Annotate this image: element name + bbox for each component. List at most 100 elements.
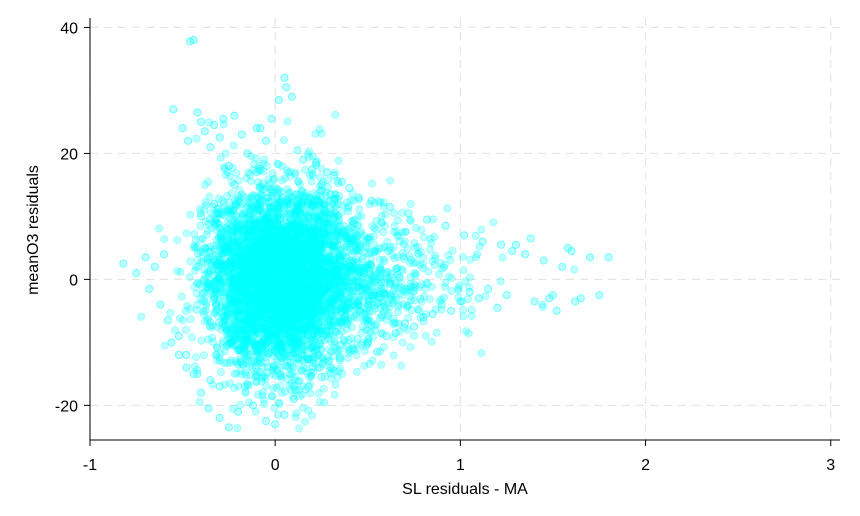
data-point	[302, 292, 311, 301]
data-point	[376, 286, 385, 295]
data-point	[259, 224, 268, 233]
data-point	[317, 287, 326, 296]
data-point	[282, 301, 291, 310]
data-point	[301, 322, 310, 331]
data-point	[338, 201, 347, 210]
data-point	[223, 312, 232, 321]
data-point	[231, 330, 240, 339]
data-point	[275, 231, 284, 240]
data-point	[276, 214, 285, 223]
data-point	[367, 247, 376, 256]
data-point	[286, 229, 295, 238]
data-point	[211, 301, 220, 310]
data-point	[294, 354, 303, 363]
data-point	[406, 216, 415, 225]
data-point	[263, 273, 272, 282]
data-point	[357, 266, 366, 275]
data-point	[232, 237, 241, 246]
data-point	[280, 253, 289, 262]
data-point	[228, 274, 237, 283]
data-point	[262, 323, 271, 332]
data-point	[282, 267, 291, 276]
data-point	[263, 349, 272, 358]
data-point	[310, 328, 319, 337]
data-point	[290, 170, 299, 179]
data-point	[260, 231, 269, 240]
data-point	[304, 234, 313, 243]
data-point	[274, 308, 283, 317]
data-point	[427, 282, 436, 291]
data-point	[299, 364, 308, 373]
data-point	[252, 278, 261, 287]
data-point	[249, 242, 258, 251]
data-point	[220, 203, 229, 212]
data-point	[262, 381, 271, 390]
data-point	[225, 290, 234, 299]
data-point	[313, 289, 322, 298]
data-point	[276, 309, 285, 318]
data-point	[269, 366, 278, 375]
data-point	[349, 196, 358, 205]
data-point	[299, 403, 308, 412]
data-point	[265, 287, 274, 296]
data-point	[199, 276, 208, 285]
data-point	[325, 274, 334, 283]
data-point	[276, 347, 285, 356]
data-point	[304, 302, 313, 311]
data-point	[268, 305, 277, 314]
data-point	[331, 327, 340, 336]
data-point	[421, 331, 430, 340]
data-point	[271, 299, 280, 308]
data-point	[385, 302, 394, 311]
data-point	[338, 369, 347, 378]
data-point	[192, 134, 201, 143]
data-point	[261, 241, 270, 250]
data-point	[245, 362, 254, 371]
data-point	[317, 324, 326, 333]
data-point	[234, 241, 243, 250]
data-point	[321, 209, 330, 218]
data-point	[330, 273, 339, 282]
data-point	[280, 305, 289, 314]
data-point	[320, 279, 329, 288]
data-point	[340, 287, 349, 296]
data-point	[240, 326, 249, 335]
data-point	[321, 218, 330, 227]
data-point	[280, 310, 289, 319]
data-point	[313, 281, 322, 290]
data-point	[252, 200, 261, 209]
data-point	[288, 257, 297, 266]
data-point	[316, 211, 325, 220]
data-point	[251, 327, 260, 336]
data-point	[298, 345, 307, 354]
data-point	[309, 218, 318, 227]
data-point	[314, 223, 323, 232]
data-point	[352, 277, 361, 286]
data-point	[239, 327, 248, 336]
data-point	[458, 305, 467, 314]
data-point	[312, 295, 321, 304]
data-point	[268, 312, 277, 321]
data-point	[336, 252, 345, 261]
data-point	[415, 306, 424, 315]
data-point	[274, 274, 283, 283]
data-point	[283, 375, 292, 384]
data-point	[287, 313, 296, 322]
data-point	[263, 287, 272, 296]
data-point	[538, 303, 547, 312]
data-point	[282, 238, 291, 247]
data-point	[356, 229, 365, 238]
data-point	[304, 283, 313, 292]
data-point	[386, 176, 395, 185]
data-point	[283, 225, 292, 234]
data-point	[241, 308, 250, 317]
data-points	[119, 35, 613, 433]
data-point	[266, 205, 275, 214]
data-point	[230, 384, 239, 393]
data-point	[249, 278, 258, 287]
data-point	[286, 275, 295, 284]
data-point	[322, 235, 331, 244]
data-point	[314, 285, 323, 294]
data-point	[256, 281, 265, 290]
data-point	[274, 202, 283, 211]
